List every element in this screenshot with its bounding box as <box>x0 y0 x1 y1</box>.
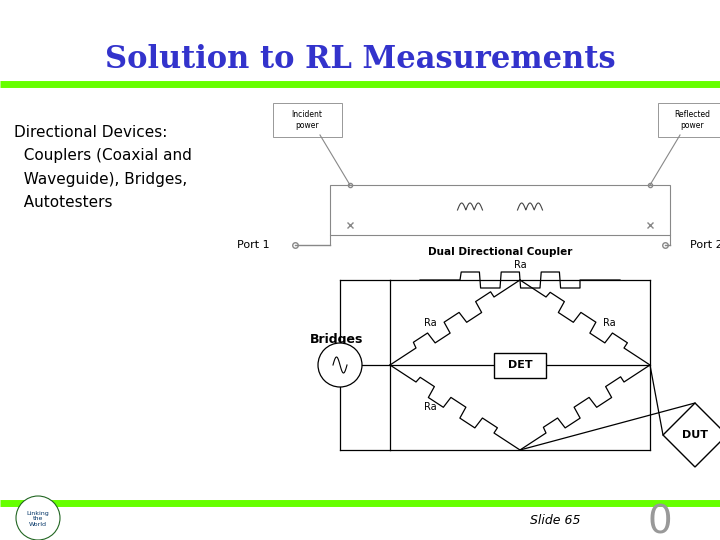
Text: Incident
power: Incident power <box>292 110 323 130</box>
Text: Ra: Ra <box>603 318 616 327</box>
Text: Port 2: Port 2 <box>690 240 720 250</box>
Text: the: the <box>33 516 43 522</box>
Bar <box>330 185 670 235</box>
Text: 0: 0 <box>647 503 672 540</box>
Circle shape <box>16 496 60 540</box>
Polygon shape <box>663 403 720 467</box>
Text: Directional Devices:
  Couplers (Coaxial and
  Waveguide), Bridges,
  Autotester: Directional Devices: Couplers (Coaxial a… <box>14 125 192 210</box>
Text: World: World <box>29 523 47 528</box>
Text: Linking: Linking <box>27 510 50 516</box>
Text: Slide 65: Slide 65 <box>530 514 580 526</box>
Text: Dual Directional Coupler: Dual Directional Coupler <box>428 247 572 257</box>
Circle shape <box>318 343 362 387</box>
Bar <box>494 353 546 377</box>
Text: Ra: Ra <box>424 318 437 327</box>
Text: Port 1: Port 1 <box>238 240 270 250</box>
FancyBboxPatch shape <box>658 103 720 137</box>
Text: Bridges: Bridges <box>310 334 364 347</box>
Text: Ra: Ra <box>513 260 526 270</box>
Text: Solution to RL Measurements: Solution to RL Measurements <box>104 44 616 76</box>
Text: DUT: DUT <box>682 430 708 440</box>
Text: Reflected
power: Reflected power <box>674 110 710 130</box>
FancyBboxPatch shape <box>273 103 342 137</box>
Text: Ra: Ra <box>424 402 437 413</box>
Text: DET: DET <box>508 360 532 370</box>
